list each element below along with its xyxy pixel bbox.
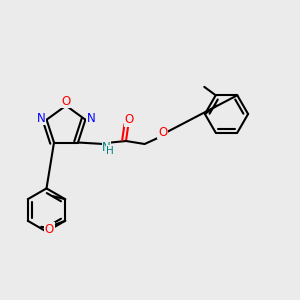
Text: H: H xyxy=(106,146,114,156)
Text: O: O xyxy=(124,113,134,126)
Text: N: N xyxy=(37,112,46,125)
Text: N: N xyxy=(102,141,111,154)
Text: O: O xyxy=(45,223,54,236)
Text: N: N xyxy=(86,112,95,125)
Text: O: O xyxy=(158,125,167,139)
Text: O: O xyxy=(61,94,70,108)
